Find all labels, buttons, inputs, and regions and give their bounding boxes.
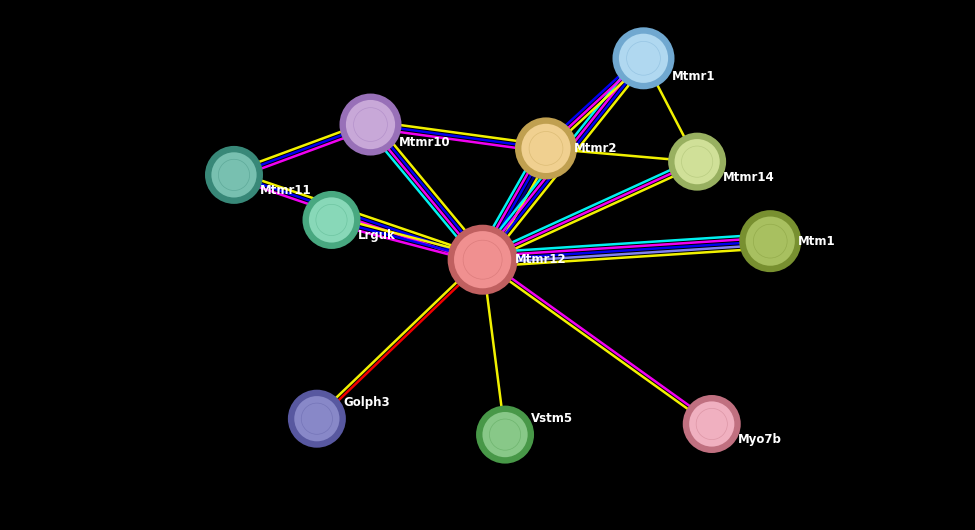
Circle shape <box>302 191 361 249</box>
Circle shape <box>489 419 521 450</box>
Circle shape <box>481 411 529 458</box>
Circle shape <box>682 146 713 177</box>
Circle shape <box>476 405 534 464</box>
Circle shape <box>344 99 397 151</box>
Text: Golph3: Golph3 <box>343 396 389 409</box>
Circle shape <box>668 132 726 191</box>
Text: Myo7b: Myo7b <box>738 434 782 446</box>
Circle shape <box>452 229 513 290</box>
Circle shape <box>288 390 346 448</box>
Circle shape <box>612 28 675 89</box>
Text: Lrguk: Lrguk <box>358 229 395 242</box>
Circle shape <box>463 240 502 279</box>
Circle shape <box>520 122 572 174</box>
Circle shape <box>301 403 332 434</box>
Circle shape <box>210 151 258 199</box>
Circle shape <box>617 32 670 84</box>
Text: Mtmr14: Mtmr14 <box>723 171 775 184</box>
Circle shape <box>673 138 722 186</box>
Circle shape <box>687 400 736 448</box>
Circle shape <box>754 224 787 258</box>
Text: Mtmr2: Mtmr2 <box>574 142 617 155</box>
Circle shape <box>205 146 263 204</box>
Circle shape <box>739 210 801 272</box>
Circle shape <box>316 205 347 235</box>
Circle shape <box>744 215 797 267</box>
Text: Mtmr11: Mtmr11 <box>260 184 312 197</box>
Text: Mtmr1: Mtmr1 <box>672 70 715 83</box>
Text: Vstm5: Vstm5 <box>531 412 573 425</box>
Circle shape <box>529 131 563 165</box>
Circle shape <box>696 409 727 439</box>
Circle shape <box>307 196 356 244</box>
Circle shape <box>354 108 387 142</box>
Text: Mtmr10: Mtmr10 <box>399 136 450 149</box>
Text: Mtm1: Mtm1 <box>799 235 836 248</box>
Circle shape <box>448 225 518 295</box>
Circle shape <box>682 395 741 453</box>
Text: Mtmr12: Mtmr12 <box>515 253 566 266</box>
Circle shape <box>627 41 660 75</box>
Circle shape <box>218 160 250 190</box>
Circle shape <box>515 118 577 179</box>
Circle shape <box>292 395 341 443</box>
Circle shape <box>339 94 402 155</box>
